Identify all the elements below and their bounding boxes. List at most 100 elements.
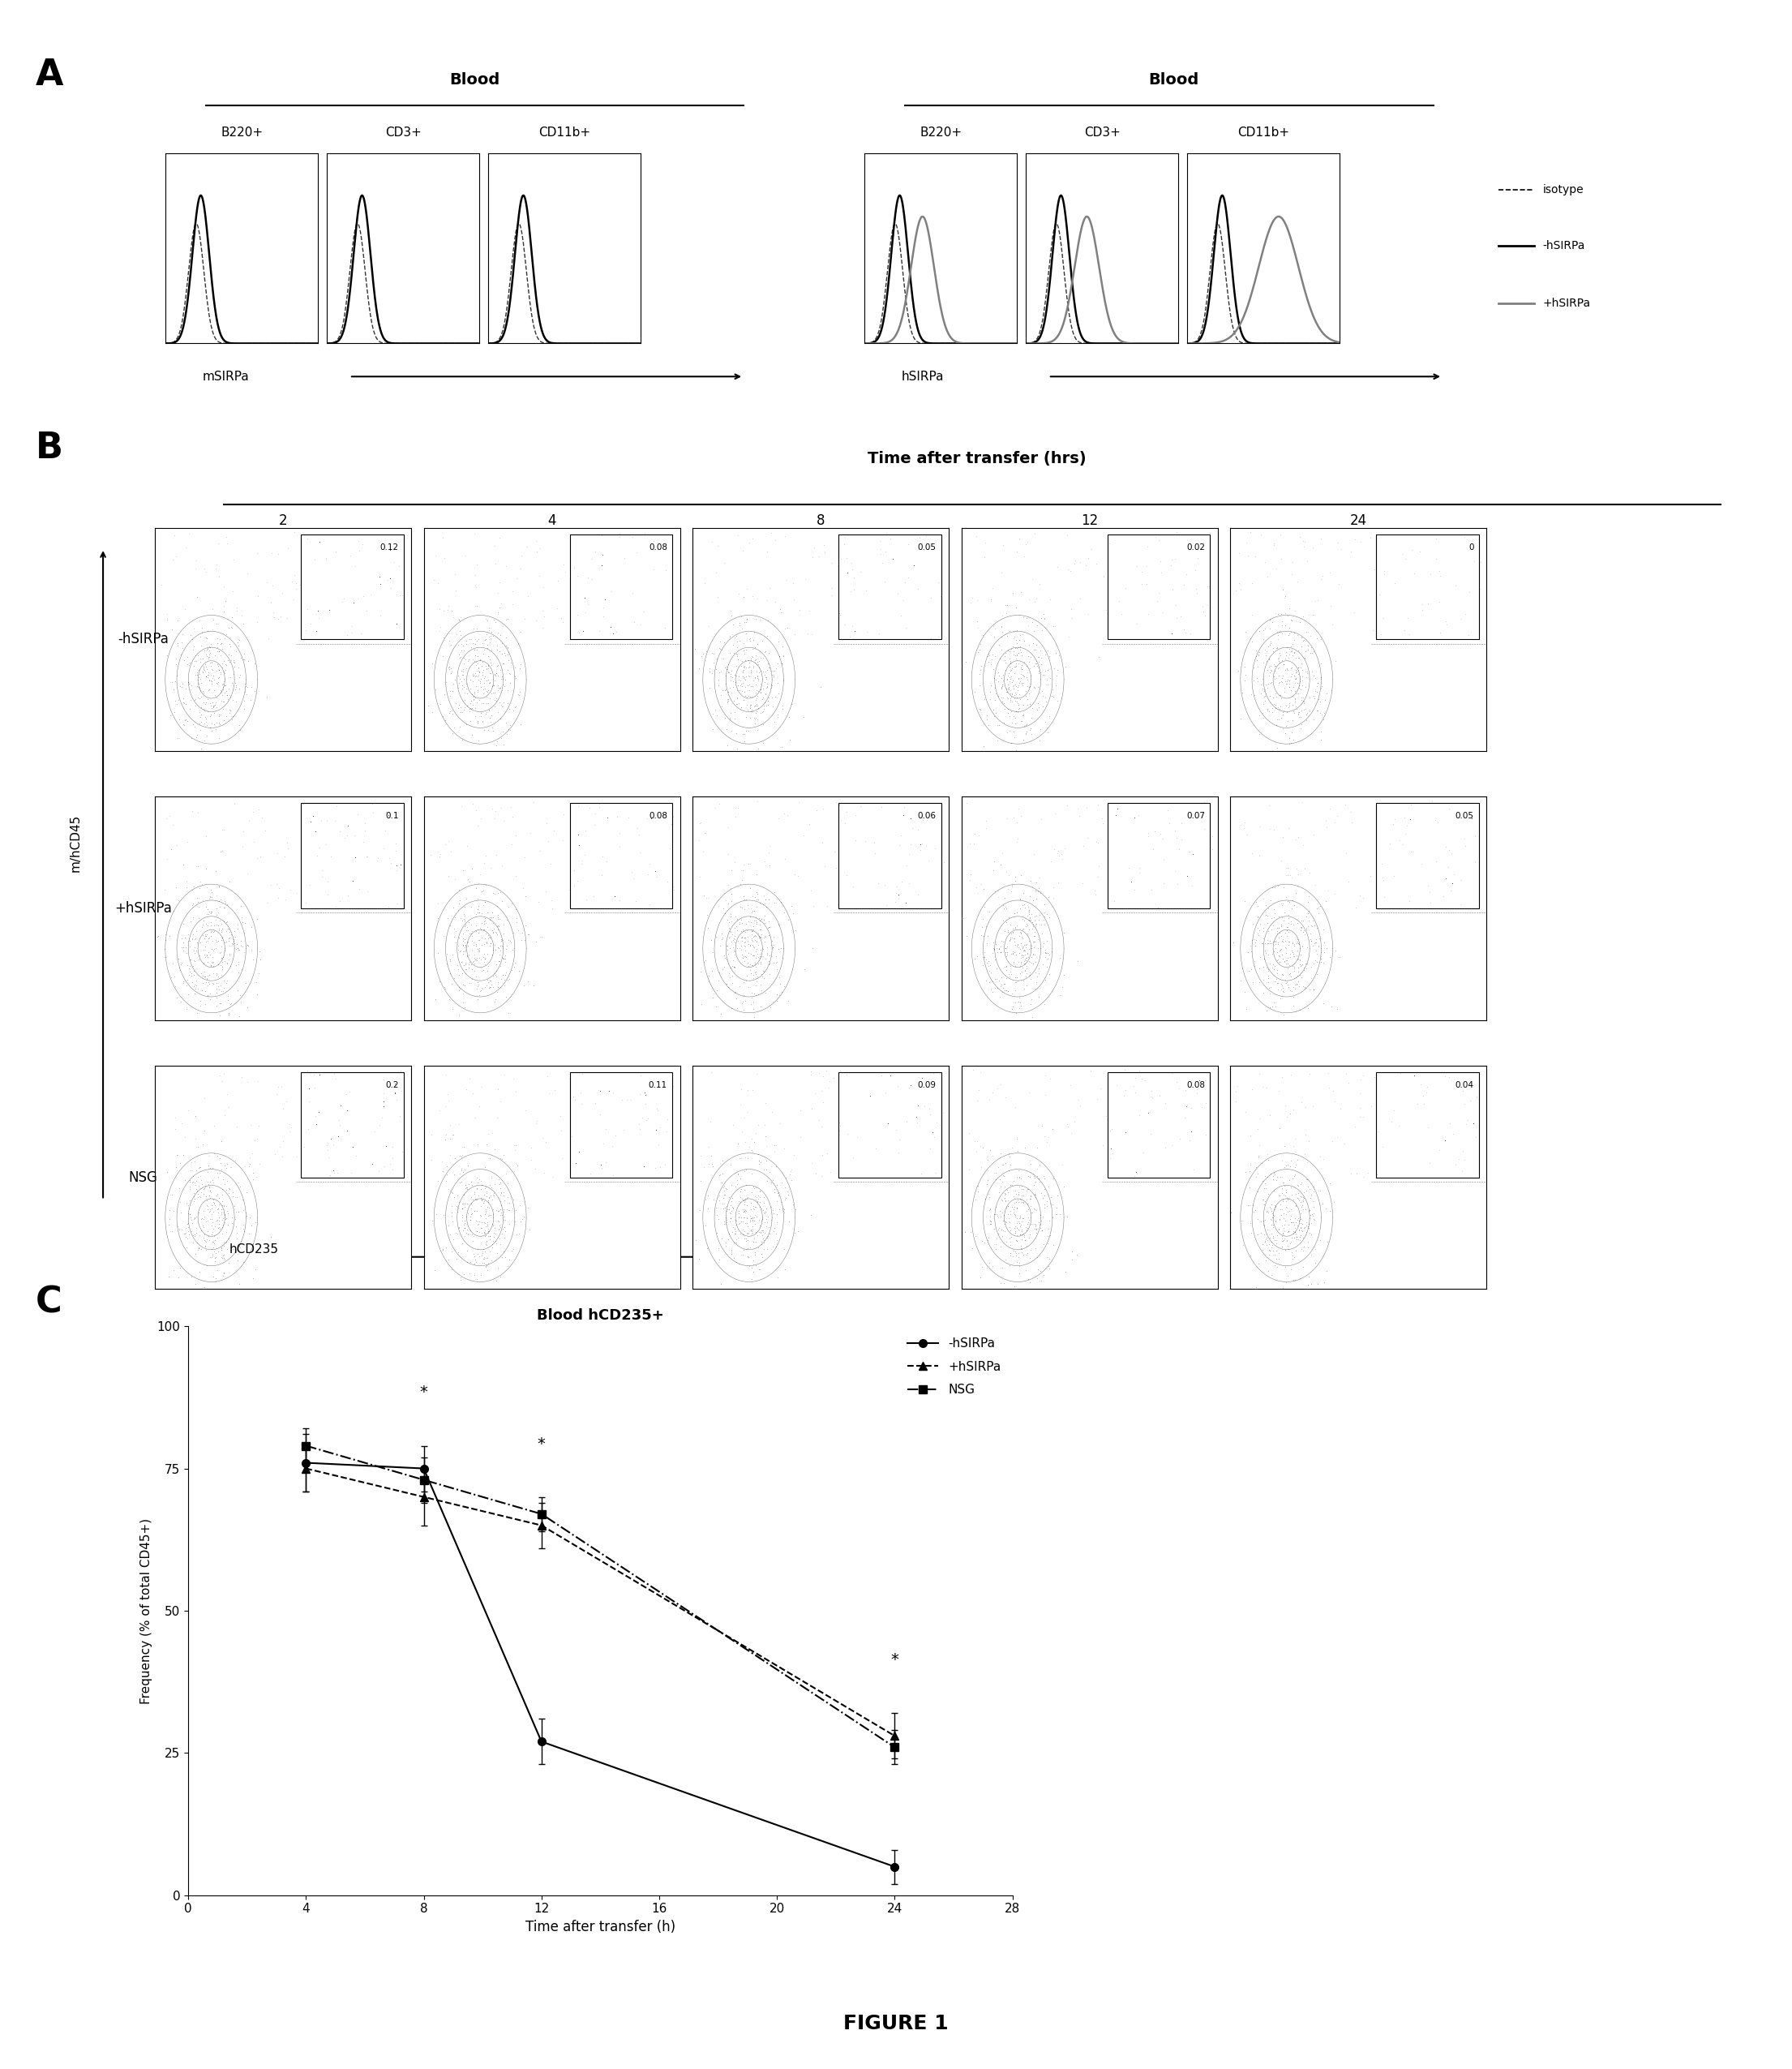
Point [989, 1266, 1018, 1299]
Point [1281, 1121, 1310, 1155]
Point [462, 654, 491, 687]
Point [158, 1215, 186, 1248]
Point [754, 1157, 783, 1190]
Point [181, 1237, 210, 1270]
Point [1009, 1202, 1038, 1235]
Point [1007, 1208, 1036, 1241]
Point [462, 625, 491, 658]
Point [477, 699, 505, 732]
Point [222, 685, 251, 718]
Point [1272, 631, 1301, 664]
Point [210, 1099, 238, 1132]
Point [468, 1217, 496, 1250]
Point [477, 964, 505, 997]
Point [450, 1258, 478, 1291]
Point [722, 619, 751, 652]
Point [745, 1190, 774, 1223]
Point [177, 956, 206, 989]
Point [208, 672, 237, 706]
Point [955, 863, 984, 896]
Point [210, 1167, 238, 1200]
Point [201, 1237, 229, 1270]
Point [995, 656, 1023, 689]
Point [190, 1200, 219, 1233]
Point [444, 952, 473, 985]
Point [747, 654, 776, 687]
Point [484, 908, 513, 941]
Point [1288, 914, 1317, 948]
Point [1281, 968, 1310, 1001]
Point [477, 656, 505, 689]
Point [713, 869, 742, 902]
Point [324, 815, 353, 848]
Point [1287, 1165, 1315, 1198]
Point [753, 937, 781, 970]
Point [771, 842, 799, 875]
Point [1263, 1179, 1292, 1212]
Text: C: C [36, 1285, 63, 1320]
Point [726, 1173, 754, 1206]
Point [747, 1215, 776, 1248]
Point [993, 950, 1021, 983]
Point [1290, 1175, 1319, 1208]
Point [1267, 753, 1296, 786]
Point [206, 658, 235, 691]
Point [989, 643, 1018, 677]
Point [1032, 1190, 1061, 1223]
Point [1296, 1181, 1324, 1215]
Point [754, 948, 783, 981]
Point [224, 1268, 253, 1301]
Point [475, 964, 504, 997]
Point [1262, 703, 1290, 737]
Point [480, 933, 509, 966]
Point [1000, 923, 1029, 956]
Point [715, 960, 744, 993]
Point [717, 594, 745, 627]
Point [167, 1196, 195, 1229]
Point [1296, 1194, 1324, 1227]
Point [758, 654, 787, 687]
Point [1279, 1264, 1308, 1297]
Point [233, 557, 262, 590]
Point [505, 614, 534, 648]
Point [1038, 935, 1066, 968]
Point [729, 656, 758, 689]
Point [882, 877, 910, 910]
Point [737, 1202, 765, 1235]
Point [470, 666, 498, 699]
Point [724, 1208, 753, 1241]
Point [708, 1157, 737, 1190]
Point [1290, 641, 1319, 674]
Point [1172, 1074, 1201, 1107]
Point [210, 1256, 238, 1289]
Point [258, 596, 287, 629]
Point [760, 706, 788, 739]
Point [1231, 1095, 1260, 1128]
Point [973, 919, 1002, 952]
Point [1303, 958, 1331, 991]
Point [996, 1198, 1025, 1231]
Point [1278, 703, 1306, 737]
Point [1337, 536, 1366, 569]
Point [233, 991, 262, 1024]
Point [749, 888, 778, 921]
Point [470, 1241, 498, 1275]
Point [1263, 966, 1292, 999]
Point [461, 656, 489, 689]
Point [729, 677, 758, 710]
Point [163, 660, 192, 693]
Point [457, 718, 486, 751]
Point [735, 927, 763, 960]
Point [742, 695, 771, 728]
Point [206, 974, 235, 1008]
Point [305, 1095, 333, 1128]
Point [491, 941, 520, 974]
Point [471, 1241, 500, 1275]
Point [952, 919, 980, 952]
Point [168, 931, 197, 964]
Point [1263, 912, 1292, 946]
Point [548, 1142, 577, 1175]
Point [692, 635, 720, 668]
Point [659, 869, 688, 902]
Point [484, 966, 513, 999]
